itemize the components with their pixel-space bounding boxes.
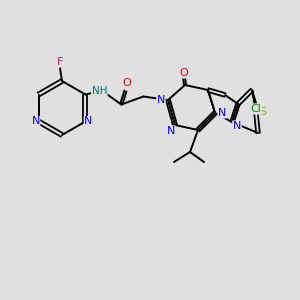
Text: NH: NH: [92, 86, 107, 97]
Text: Cl: Cl: [250, 104, 261, 114]
Text: N: N: [233, 121, 241, 131]
Text: F: F: [57, 57, 63, 67]
Text: N: N: [157, 95, 165, 105]
Text: N: N: [218, 108, 226, 118]
Text: O: O: [180, 68, 188, 78]
Text: N: N: [167, 126, 175, 136]
Text: N: N: [84, 116, 93, 127]
Text: N: N: [32, 116, 40, 127]
Text: S: S: [260, 107, 267, 117]
Text: O: O: [122, 79, 131, 88]
